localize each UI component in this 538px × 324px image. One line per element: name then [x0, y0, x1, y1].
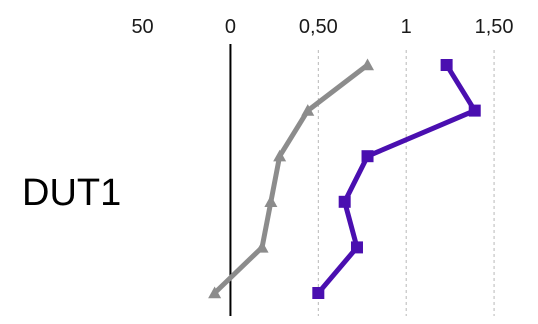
- series-0-point-0: [361, 58, 375, 71]
- series-1-point-4: [350, 241, 363, 254]
- x-tick-label-1: 0: [225, 16, 236, 38]
- series-1-point-3: [338, 195, 351, 208]
- series-0-point-2: [273, 149, 287, 162]
- x-tick-label-2: 0,50: [299, 16, 338, 38]
- series-0: [208, 58, 375, 299]
- series-1: [312, 59, 481, 299]
- series-0-point-3: [264, 195, 278, 207]
- row-label: DUT1: [22, 172, 121, 214]
- series-0-point-1: [301, 104, 315, 116]
- series-1-point-2: [361, 150, 374, 163]
- series-1-point-5: [312, 287, 325, 299]
- x-tick-label-0: 50: [131, 16, 153, 38]
- x-tick-label-4: 1,50: [475, 16, 514, 38]
- x-tick-labels: 50 0 0,50 1 1,50: [131, 16, 513, 38]
- series-1-point-0: [440, 59, 453, 71]
- grid-lines: [317, 50, 495, 316]
- series-1-point-1: [468, 104, 481, 117]
- series-0-line: [212, 62, 371, 296]
- series-1-line: [315, 62, 478, 296]
- data-series: [208, 58, 481, 299]
- series-0-point-4: [255, 240, 269, 253]
- series-0-point-5: [208, 286, 222, 299]
- x-tick-label-3: 1: [401, 16, 412, 38]
